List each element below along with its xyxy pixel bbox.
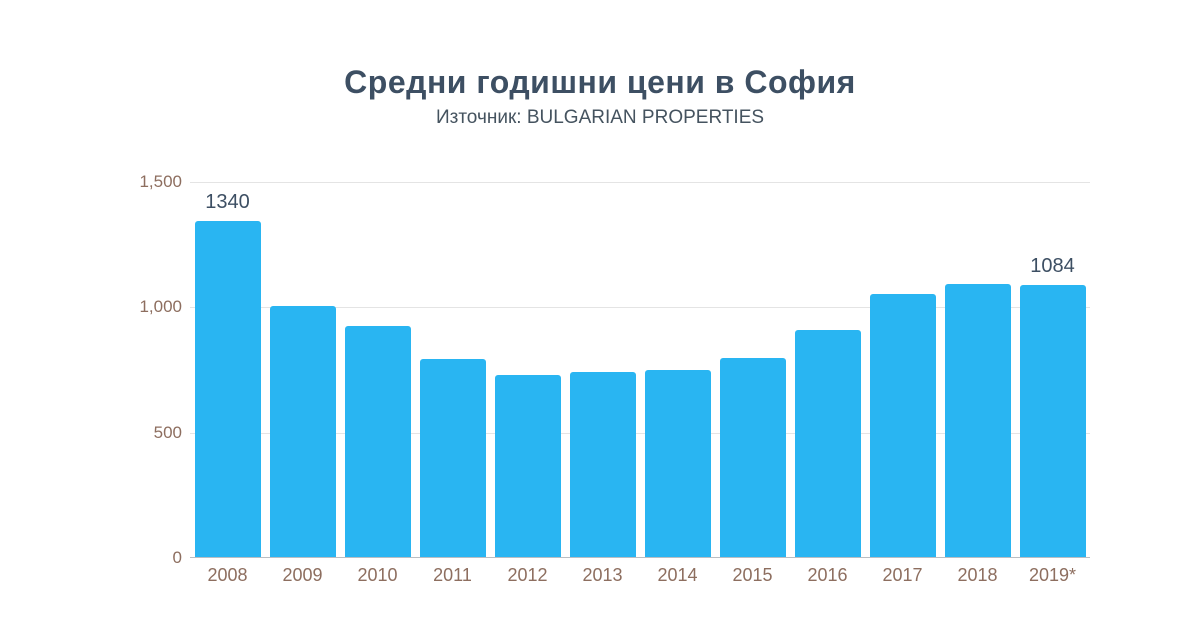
y-axis-tick-label: 1,000: [139, 297, 182, 317]
bar-2008: [194, 221, 261, 557]
chart-subtitle: Източник: BULGARIAN PROPERTIES: [435, 107, 765, 128]
x-axis-tick-label: 2018: [957, 565, 998, 585]
gridline: [190, 432, 1090, 434]
x-axis-tick-label: 2014: [657, 565, 698, 585]
bar-2015: [719, 357, 786, 557]
x-axis-tick-label: 2008: [207, 565, 248, 585]
x-axis-tick-label: 2012: [507, 565, 548, 585]
x-axis-tick-label: 2011: [433, 565, 472, 585]
x-axis-tick-label: 2015: [732, 565, 773, 585]
bar-2018: [944, 283, 1011, 557]
x-axis-tick-label: 2009: [282, 565, 323, 585]
bar-2011: [419, 358, 486, 557]
y-axis-tick-label: 0: [172, 548, 182, 567]
x-axis-baseline: [190, 557, 1090, 558]
x-axis-tick-label: 2010: [357, 565, 398, 585]
x-axis-tick-label: 2017: [882, 565, 923, 585]
bar-2009: [269, 306, 336, 557]
chart-title: Средни годишни цени в София: [344, 64, 856, 100]
bar-2019*: [1019, 285, 1086, 557]
bar-2010: [344, 326, 411, 557]
y-axis-tick-label: 500: [153, 422, 182, 442]
gridline: [190, 307, 1090, 309]
bar-2017: [869, 293, 936, 557]
bar-2014: [644, 370, 711, 557]
bar-2013: [569, 371, 636, 557]
y-axis-tick-label: 1,500: [139, 172, 182, 191]
gridline: [190, 182, 1090, 183]
x-axis-tick-label: 2016: [807, 565, 848, 585]
bar-value-label-2008: 1340: [205, 191, 250, 214]
bar-2016: [794, 330, 861, 557]
x-axis-tick-label: 2019*: [1028, 565, 1077, 585]
plot-area: 1340 2008 2009 2010 2011 2012 2013 2014 2015 2016…: [190, 182, 1090, 584]
bar-2012: [494, 375, 561, 557]
x-axis-tick-label: 2013: [582, 565, 623, 585]
bar-value-label-2019*: 1084: [1030, 255, 1075, 278]
